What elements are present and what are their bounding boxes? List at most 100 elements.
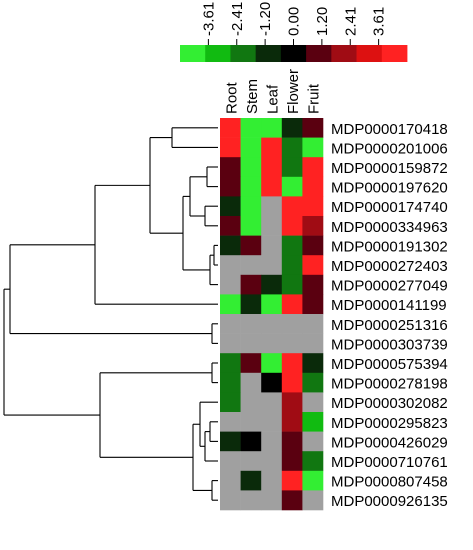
heatmap-cell — [240, 294, 262, 315]
column-label: Flower — [285, 69, 302, 114]
heatmap-cell — [220, 294, 241, 315]
heatmap-cell — [302, 176, 324, 197]
heatmap-cell — [302, 235, 324, 256]
heatmap-cell — [281, 157, 303, 178]
row-label: MDP0000575394 — [331, 356, 448, 373]
legend-swatch — [306, 45, 332, 62]
legend-tick-label: -3.61 — [200, 2, 217, 36]
heatmap-cell — [220, 235, 241, 256]
heatmap-cell — [220, 216, 241, 236]
heatmap-cell — [261, 176, 283, 197]
column-label: Fruit — [306, 83, 323, 114]
heatmap-cell — [240, 353, 262, 374]
heatmap-cell — [281, 216, 303, 236]
heatmap-cell — [302, 118, 324, 138]
legend-swatch — [356, 45, 383, 62]
heatmap-cell — [302, 255, 324, 276]
heatmap-cell — [302, 157, 324, 178]
heatmap-cell — [240, 372, 262, 393]
heatmap-cell — [220, 157, 241, 178]
heatmap-cell — [281, 392, 303, 413]
heatmap-cell — [261, 294, 283, 315]
color-scale-legend: -3.61 -2.41 -1.20 0.00 1.20 2.41 3.61 — [180, 2, 408, 62]
heatmap-cell — [261, 274, 283, 295]
heatmap-cell — [302, 392, 324, 413]
heatmap-cell — [220, 353, 241, 374]
heatmap-cell — [240, 118, 262, 138]
heatmap-cell — [220, 490, 241, 511]
heatmap-cell — [281, 255, 303, 276]
heatmap-cell — [281, 372, 303, 393]
heatmap-cell — [220, 392, 241, 413]
row-label: MDP0000201006 — [331, 140, 448, 157]
heatmap-cell — [281, 118, 303, 138]
heatmap-cell — [302, 333, 324, 354]
row-label: MDP0000710761 — [331, 454, 448, 471]
heatmap-cell — [281, 470, 303, 491]
row-label: MDP0000295823 — [331, 415, 448, 432]
heatmap-cell — [220, 118, 241, 138]
row-label: MDP0000174740 — [331, 199, 448, 216]
heatmap-cell — [281, 353, 303, 374]
heatmap-cell — [220, 470, 241, 491]
legend-swatch — [255, 45, 282, 62]
heatmap-cell — [281, 274, 303, 295]
heatmap-cell — [281, 176, 303, 197]
heatmap-cell — [261, 451, 283, 472]
heatmap-cell — [302, 470, 324, 491]
heatmap-cell — [302, 431, 324, 452]
legend-tick-label: 0.00 — [286, 7, 303, 36]
heatmap-cell — [220, 274, 241, 295]
heatmap-cell — [302, 216, 324, 236]
heatmap-cell — [240, 490, 262, 511]
legend-tick-label: -1.20 — [257, 2, 274, 36]
legend-tick-label: 2.41 — [342, 7, 359, 36]
heatmap-cell — [240, 451, 262, 472]
heatmap-cell — [302, 490, 324, 511]
heatmap-cell — [240, 157, 262, 178]
heatmap-cell — [281, 196, 303, 217]
row-label: MDP0000926135 — [331, 493, 448, 510]
heatmap-cell — [261, 392, 283, 413]
heatmap-cell — [220, 255, 241, 276]
heatmap-cell — [220, 137, 241, 158]
heatmap-cell — [281, 294, 303, 315]
heatmap-cell — [261, 490, 283, 511]
row-label: MDP0000807458 — [331, 474, 448, 491]
heatmap-cell — [302, 137, 324, 158]
heatmap-cell — [281, 137, 303, 158]
heatmap-cell — [302, 372, 324, 393]
heatmap-cell — [281, 451, 303, 472]
row-label: MDP0000278198 — [331, 376, 448, 393]
heatmap-cell — [220, 451, 241, 472]
heatmap-cell — [302, 451, 324, 472]
heatmap-cell — [261, 137, 283, 158]
heatmap-cell — [261, 235, 283, 256]
column-label: Root — [223, 81, 240, 114]
row-label: MDP0000277049 — [331, 278, 448, 295]
legend-swatch — [230, 45, 257, 62]
row-label: MDP0000426029 — [331, 434, 448, 451]
legend-swatch — [381, 45, 408, 62]
heatmap-cell — [281, 333, 303, 354]
heatmap-cell — [281, 235, 303, 256]
row-label: MDP0000302082 — [331, 395, 448, 412]
heatmap-cell — [220, 333, 241, 354]
heatmap-cell — [261, 314, 283, 334]
row-label: MDP0000197620 — [331, 180, 448, 197]
heatmap-cell — [261, 431, 283, 452]
heatmap-cell — [240, 470, 262, 491]
heatmap-cell — [220, 314, 241, 334]
row-label: MDP0000170418 — [331, 121, 448, 138]
heatmap-cell — [240, 333, 262, 354]
heatmap-cell — [261, 255, 283, 276]
heatmap-cell — [281, 314, 303, 334]
legend-tick-label: 1.20 — [314, 7, 331, 36]
heatmap-cell — [240, 196, 262, 217]
heatmap-cell — [240, 176, 262, 197]
heatmap-cell — [240, 137, 262, 158]
heatmap-cell — [302, 196, 324, 217]
heatmap-cell — [261, 118, 283, 138]
heatmap-cell — [302, 274, 324, 295]
